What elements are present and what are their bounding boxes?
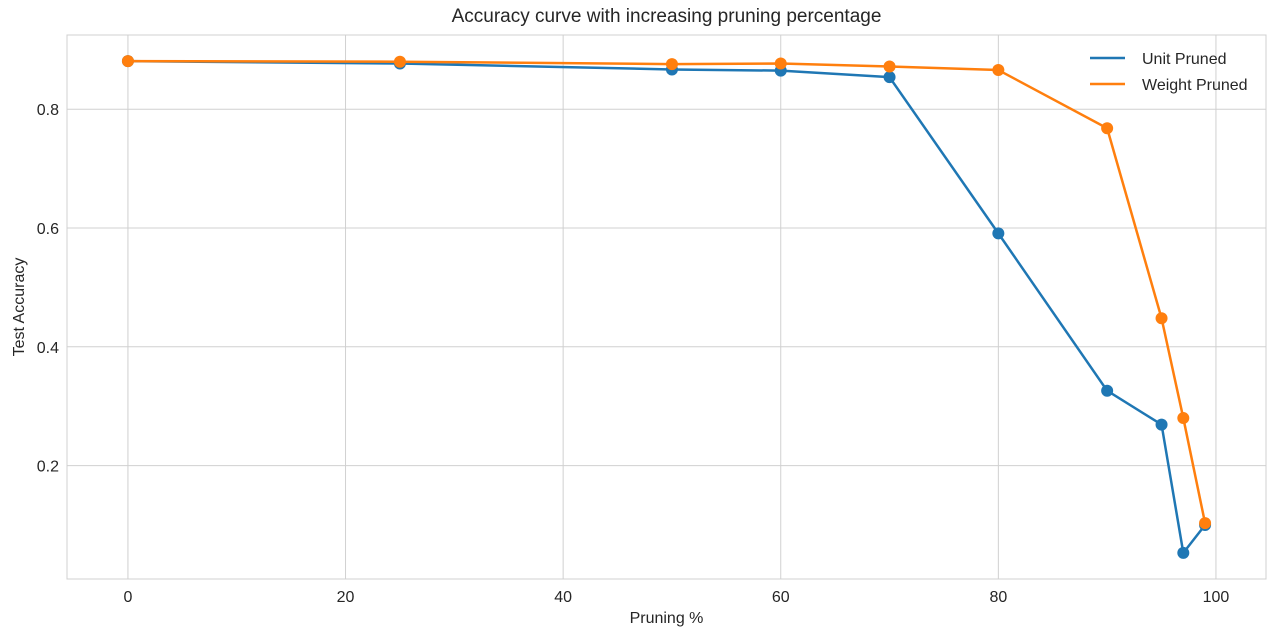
series-weight-pruned [121, 55, 1212, 530]
y-axis-label: Test Accuracy [11, 258, 28, 357]
legend-label: Unit Pruned [1142, 51, 1227, 68]
series [121, 55, 1212, 559]
data-point-weight-pruned [1199, 517, 1212, 530]
x-tick-label: 100 [1203, 589, 1230, 606]
x-axis-label: Pruning % [630, 610, 704, 627]
data-point-weight-pruned [1155, 312, 1168, 325]
data-point-weight-pruned [121, 55, 134, 68]
x-tick-label: 0 [123, 589, 132, 606]
y-tick-label: 0.2 [37, 459, 59, 476]
legend: Unit Pruned Weight Pruned [1090, 51, 1248, 94]
data-point-unit-pruned [1101, 384, 1114, 397]
legend-item-unit-pruned: Unit Pruned [1090, 51, 1227, 68]
data-point-unit-pruned [992, 227, 1005, 240]
data-point-unit-pruned [1155, 418, 1168, 431]
y-tick-label: 0.4 [37, 340, 59, 357]
data-point-weight-pruned [665, 58, 678, 71]
x-tick-label: 40 [554, 589, 572, 606]
plot-frame [66, 34, 1267, 580]
series-line-unit-pruned [127, 59, 1207, 555]
chart-title: Accuracy curve with increasing pruning p… [452, 6, 882, 27]
grid [67, 35, 1266, 579]
data-point-unit-pruned [1177, 546, 1190, 559]
data-point-weight-pruned [393, 55, 406, 68]
x-tick-label: 80 [989, 589, 1007, 606]
data-point-weight-pruned [1101, 122, 1114, 135]
y-tick-label: 0.8 [37, 102, 59, 119]
x-tick-label: 20 [337, 589, 355, 606]
data-point-weight-pruned [992, 64, 1005, 77]
data-point-unit-pruned [883, 71, 896, 84]
tick-labels: 0 20 40 60 80 100 0.2 0.4 0.6 0.8 [37, 102, 1230, 606]
data-point-weight-pruned [774, 57, 787, 70]
legend-item-weight-pruned: Weight Pruned [1090, 77, 1248, 94]
data-point-weight-pruned [1177, 412, 1190, 425]
y-tick-label: 0.6 [37, 221, 59, 238]
x-tick-label: 60 [772, 589, 790, 606]
data-point-weight-pruned [883, 60, 896, 73]
series-line-weight-pruned [127, 59, 1207, 524]
legend-label: Weight Pruned [1142, 77, 1248, 94]
